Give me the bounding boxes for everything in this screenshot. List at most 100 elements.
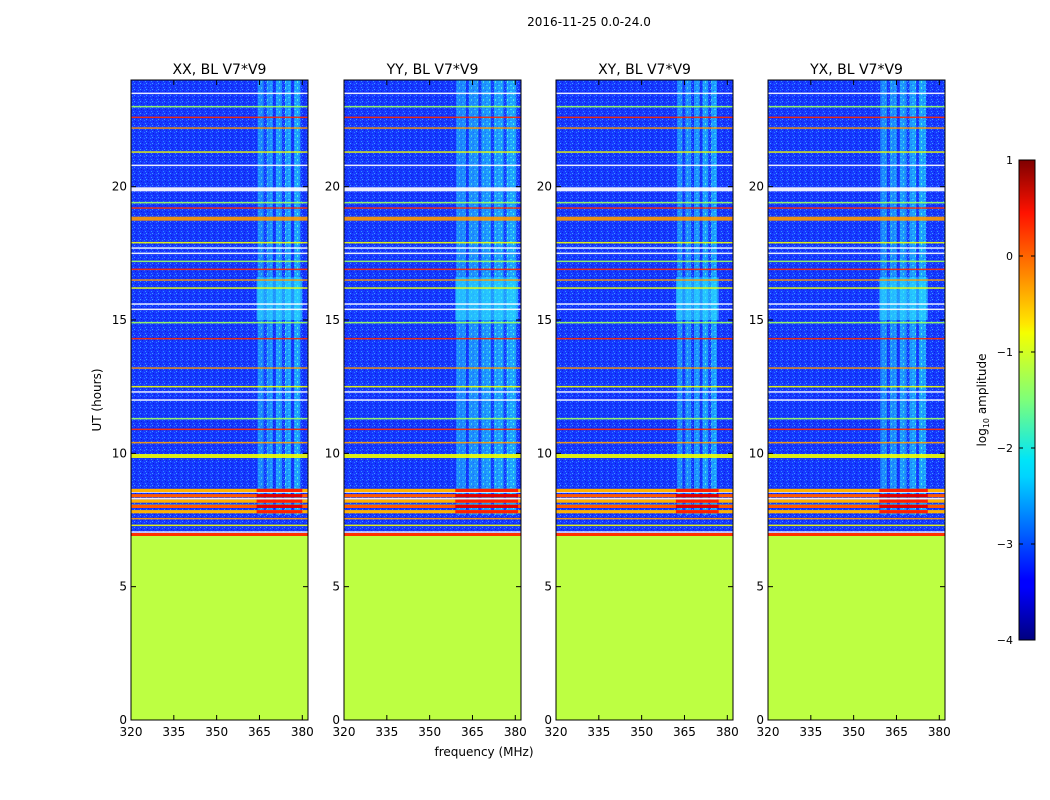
- panel-frame: [767, 79, 946, 721]
- rfi-line: [344, 151, 521, 153]
- rfi-line: [768, 241, 945, 244]
- rfi-line: [768, 268, 945, 271]
- rfi-line: [344, 252, 521, 255]
- rfi-line: [768, 252, 945, 255]
- rfi-line: [768, 201, 945, 204]
- rfi-row: [344, 510, 521, 514]
- rfi-line: [344, 399, 521, 401]
- rfi-line: [556, 308, 733, 311]
- rfi-line: [556, 497, 733, 500]
- rfi-row-band: [455, 510, 519, 514]
- rfi-line: [556, 287, 733, 289]
- rfi-line: [131, 187, 308, 192]
- rfi-row-band: [675, 488, 719, 492]
- rfi-line: [131, 116, 308, 119]
- rfi-row: [131, 504, 308, 508]
- y-tick-label: 20: [537, 180, 552, 194]
- rfi-line: [344, 491, 521, 493]
- rfi-line: [131, 454, 308, 458]
- colorbar-gradient: [1018, 159, 1036, 641]
- rfi-line: [768, 303, 945, 305]
- rfi-row-band: [455, 494, 519, 498]
- rfi-line: [556, 531, 733, 533]
- rfi-line: [556, 428, 733, 431]
- x-tick-label: 320: [545, 725, 568, 739]
- rfi-row: [768, 494, 945, 498]
- rfi-line: [768, 524, 945, 527]
- rfi-row-band: [455, 504, 519, 508]
- panel-frame: [343, 79, 522, 721]
- rfi-line: [768, 216, 945, 221]
- rfi-line: [344, 105, 521, 108]
- rfi-line: [768, 164, 945, 167]
- rfi-row-band: [256, 494, 303, 498]
- flagged-region: [131, 536, 308, 720]
- y-tick-label: 10: [749, 446, 764, 460]
- rfi-line: [344, 531, 521, 533]
- rfi-line: [344, 216, 521, 221]
- flagged-boundary: [131, 533, 308, 536]
- rfi-line: [556, 116, 733, 119]
- rfi-line: [344, 241, 521, 244]
- y-tick-label: 10: [325, 446, 340, 460]
- panel-3: XY, BL V7*V9 320 335 350 365 380 0 5 10 15 20: [537, 62, 739, 739]
- rfi-line: [768, 391, 945, 393]
- x-axis-label: frequency (MHz): [434, 745, 533, 759]
- rfi-row-band: [675, 499, 719, 503]
- colorbar: 1 0 −1 −2 −3 −4 log10 amplitude: [975, 154, 1036, 647]
- rfi-line: [556, 216, 733, 221]
- rfi-line: [768, 385, 945, 388]
- rfi-line: [556, 207, 733, 209]
- rfi-row: [556, 494, 733, 498]
- rfi-band-strong: [256, 277, 303, 320]
- rfi-line: [768, 207, 945, 209]
- rfi-row: [131, 499, 308, 503]
- x-tick-label: 335: [375, 725, 398, 739]
- rfi-line: [556, 337, 733, 340]
- rfi-line: [344, 385, 521, 388]
- rfi-line: [344, 116, 521, 119]
- colorbar-tick-label: −1: [997, 346, 1013, 359]
- rfi-line: [768, 491, 945, 493]
- rfi-line: [556, 187, 733, 192]
- rfi-line: [556, 517, 733, 520]
- rfi-line: [344, 497, 521, 500]
- rfi-line: [344, 308, 521, 311]
- x-tick-label: 365: [248, 725, 271, 739]
- x-tick-label: 380: [716, 725, 739, 739]
- rfi-line: [556, 247, 733, 249]
- flagged-region: [768, 536, 945, 720]
- rfi-line: [556, 151, 733, 153]
- y-tick-label: 15: [749, 313, 764, 327]
- rfi-row: [131, 494, 308, 498]
- rfi-line: [556, 268, 733, 271]
- x-tick-label: 350: [630, 725, 653, 739]
- rfi-line: [556, 524, 733, 527]
- rfi-line: [131, 321, 308, 324]
- rfi-row-band: [879, 510, 928, 514]
- rfi-row: [768, 504, 945, 508]
- rfi-line: [556, 454, 733, 458]
- rfi-line: [344, 517, 521, 520]
- colorbar-tick-label: 1: [1006, 154, 1013, 167]
- rfi-line: [768, 428, 945, 431]
- rfi-line: [344, 391, 521, 393]
- rfi-line: [131, 385, 308, 388]
- rfi-line: [768, 187, 945, 192]
- rfi-row: [344, 488, 521, 492]
- rfi-row: [344, 504, 521, 508]
- rfi-line: [768, 337, 945, 340]
- rfi-line: [768, 116, 945, 119]
- x-tick-label: 350: [418, 725, 441, 739]
- rfi-band-strong: [879, 277, 928, 320]
- rfi-row-band: [256, 488, 303, 492]
- rfi-line: [131, 391, 308, 393]
- rfi-row-band: [675, 510, 719, 514]
- rfi-line: [768, 321, 945, 324]
- rfi-line: [131, 428, 308, 431]
- x-tick-label: 365: [461, 725, 484, 739]
- rfi-line: [344, 524, 521, 527]
- y-tick-label: 10: [112, 446, 127, 460]
- colorbar-tick-label: −4: [997, 634, 1013, 647]
